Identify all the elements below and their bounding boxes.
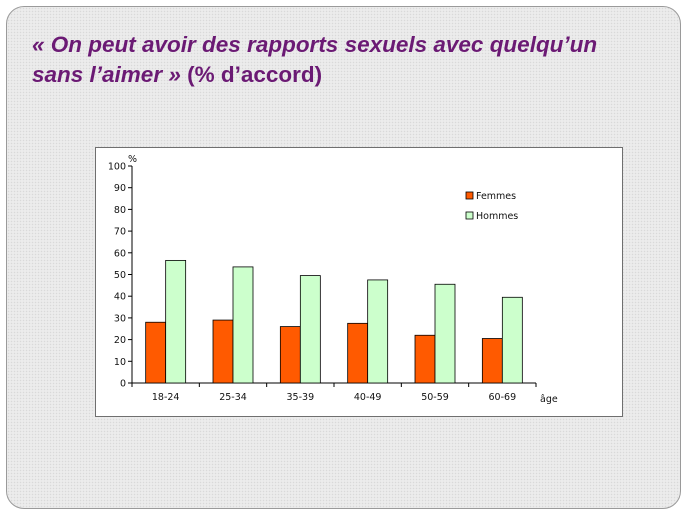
y-tick-label: 20 <box>114 335 126 346</box>
legend-swatch-femmes <box>465 191 474 200</box>
bar-chart: 0 10 20 30 40 50 60 70 80 90 100% 18-24 25-34 35-39 40… <box>108 154 558 405</box>
y-tick-label: 50 <box>114 270 126 281</box>
bar-femmes-35-39 <box>279 326 301 384</box>
title-line-2-plain: (% d’accord) <box>187 62 323 87</box>
bar-hommes-50-59 <box>434 283 456 384</box>
y-tick-label: 30 <box>114 313 126 324</box>
bar-hommes-40-49 <box>367 279 389 384</box>
title-line-1: « On peut avoir des rapports sexuels ave… <box>32 32 598 57</box>
y-tick-label: 70 <box>114 227 126 238</box>
y-tick-label: 60 <box>114 248 126 259</box>
x-axis-label: âge <box>540 394 558 405</box>
title-line-2-italic: sans l’aimer » <box>32 62 188 87</box>
bar-hommes-25-34 <box>232 266 254 384</box>
x-tick-label: 18-24 <box>152 392 180 403</box>
bar-femmes-60-69 <box>481 338 503 384</box>
y-tick-label: 100 <box>108 162 126 173</box>
bar-hommes-35-39 <box>299 275 321 384</box>
slide-title: « On peut avoir des rapports sexuels ave… <box>32 30 672 90</box>
chart-frame: 0 10 20 30 40 50 60 70 80 90 100% 18-24 25-34 35-39 40… <box>95 147 623 417</box>
bar-femmes-40-49 <box>347 322 369 384</box>
y-tick-label: 0 <box>120 379 126 390</box>
legend-label-hommes: Hommes <box>476 211 518 222</box>
legend-label-femmes: Femmes <box>476 191 516 202</box>
y-tick-label: 40 <box>114 292 126 303</box>
bar-hommes-18-24 <box>165 259 187 384</box>
x-tick-label: 35-39 <box>287 392 315 403</box>
y-axis-label: % <box>128 154 137 165</box>
x-tick-label: 40-49 <box>354 392 382 403</box>
legend-swatch-hommes <box>465 211 474 220</box>
x-tick-label: 60-69 <box>489 392 517 403</box>
y-tick-label: 90 <box>114 183 126 194</box>
bar-hommes-60-69 <box>501 296 523 384</box>
bar-femmes-25-34 <box>212 319 234 384</box>
bar-femmes-50-59 <box>414 334 436 384</box>
y-tick-label: 10 <box>114 357 126 368</box>
y-tick-label: 80 <box>114 205 126 216</box>
x-tick-label: 25-34 <box>219 392 247 403</box>
bar-femmes-18-24 <box>145 321 167 384</box>
x-tick-label: 50-59 <box>421 392 449 403</box>
